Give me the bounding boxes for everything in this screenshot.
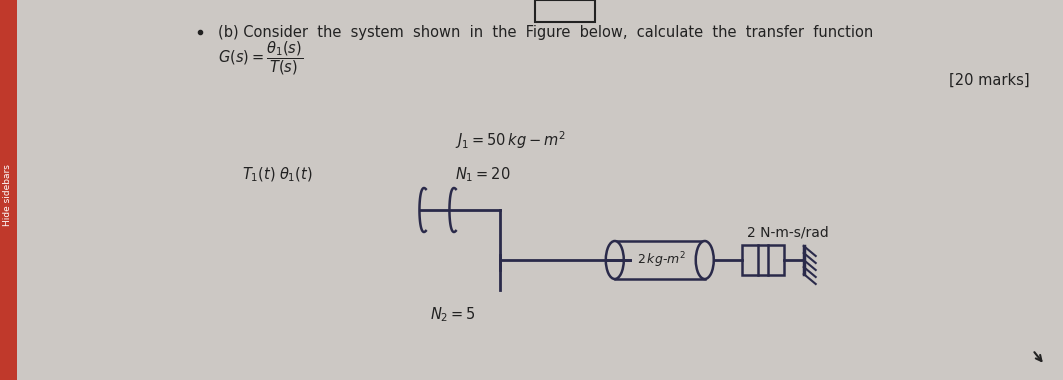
Text: Hide sidebars: Hide sidebars <box>3 164 13 226</box>
Text: $N_1 = 20$: $N_1 = 20$ <box>455 166 510 184</box>
Bar <box>535 0 595 22</box>
Bar <box>614 241 705 279</box>
Text: $N_2 = 5$: $N_2 = 5$ <box>429 306 476 325</box>
Ellipse shape <box>606 241 624 279</box>
Text: $T_1(t)\;\theta_1(t)$: $T_1(t)\;\theta_1(t)$ <box>242 166 313 184</box>
Text: $2\,kg\text{-}m^2$: $2\,kg\text{-}m^2$ <box>637 250 687 270</box>
Bar <box>0 0 17 380</box>
Text: (b) Consider  the  system  shown  in  the  Figure  below,  calculate  the  trans: (b) Consider the system shown in the Fig… <box>218 24 873 40</box>
Text: [20 marks]: [20 marks] <box>949 73 1030 87</box>
Ellipse shape <box>696 241 713 279</box>
Bar <box>742 245 783 275</box>
Text: $G(s) = \dfrac{\theta_1(s)}{T(s)}$: $G(s) = \dfrac{\theta_1(s)}{T(s)}$ <box>218 39 303 77</box>
Text: $J_1 = 50\,kg - m^2$: $J_1 = 50\,kg - m^2$ <box>455 129 566 151</box>
Text: 2 N-m-s/rad: 2 N-m-s/rad <box>746 226 828 240</box>
